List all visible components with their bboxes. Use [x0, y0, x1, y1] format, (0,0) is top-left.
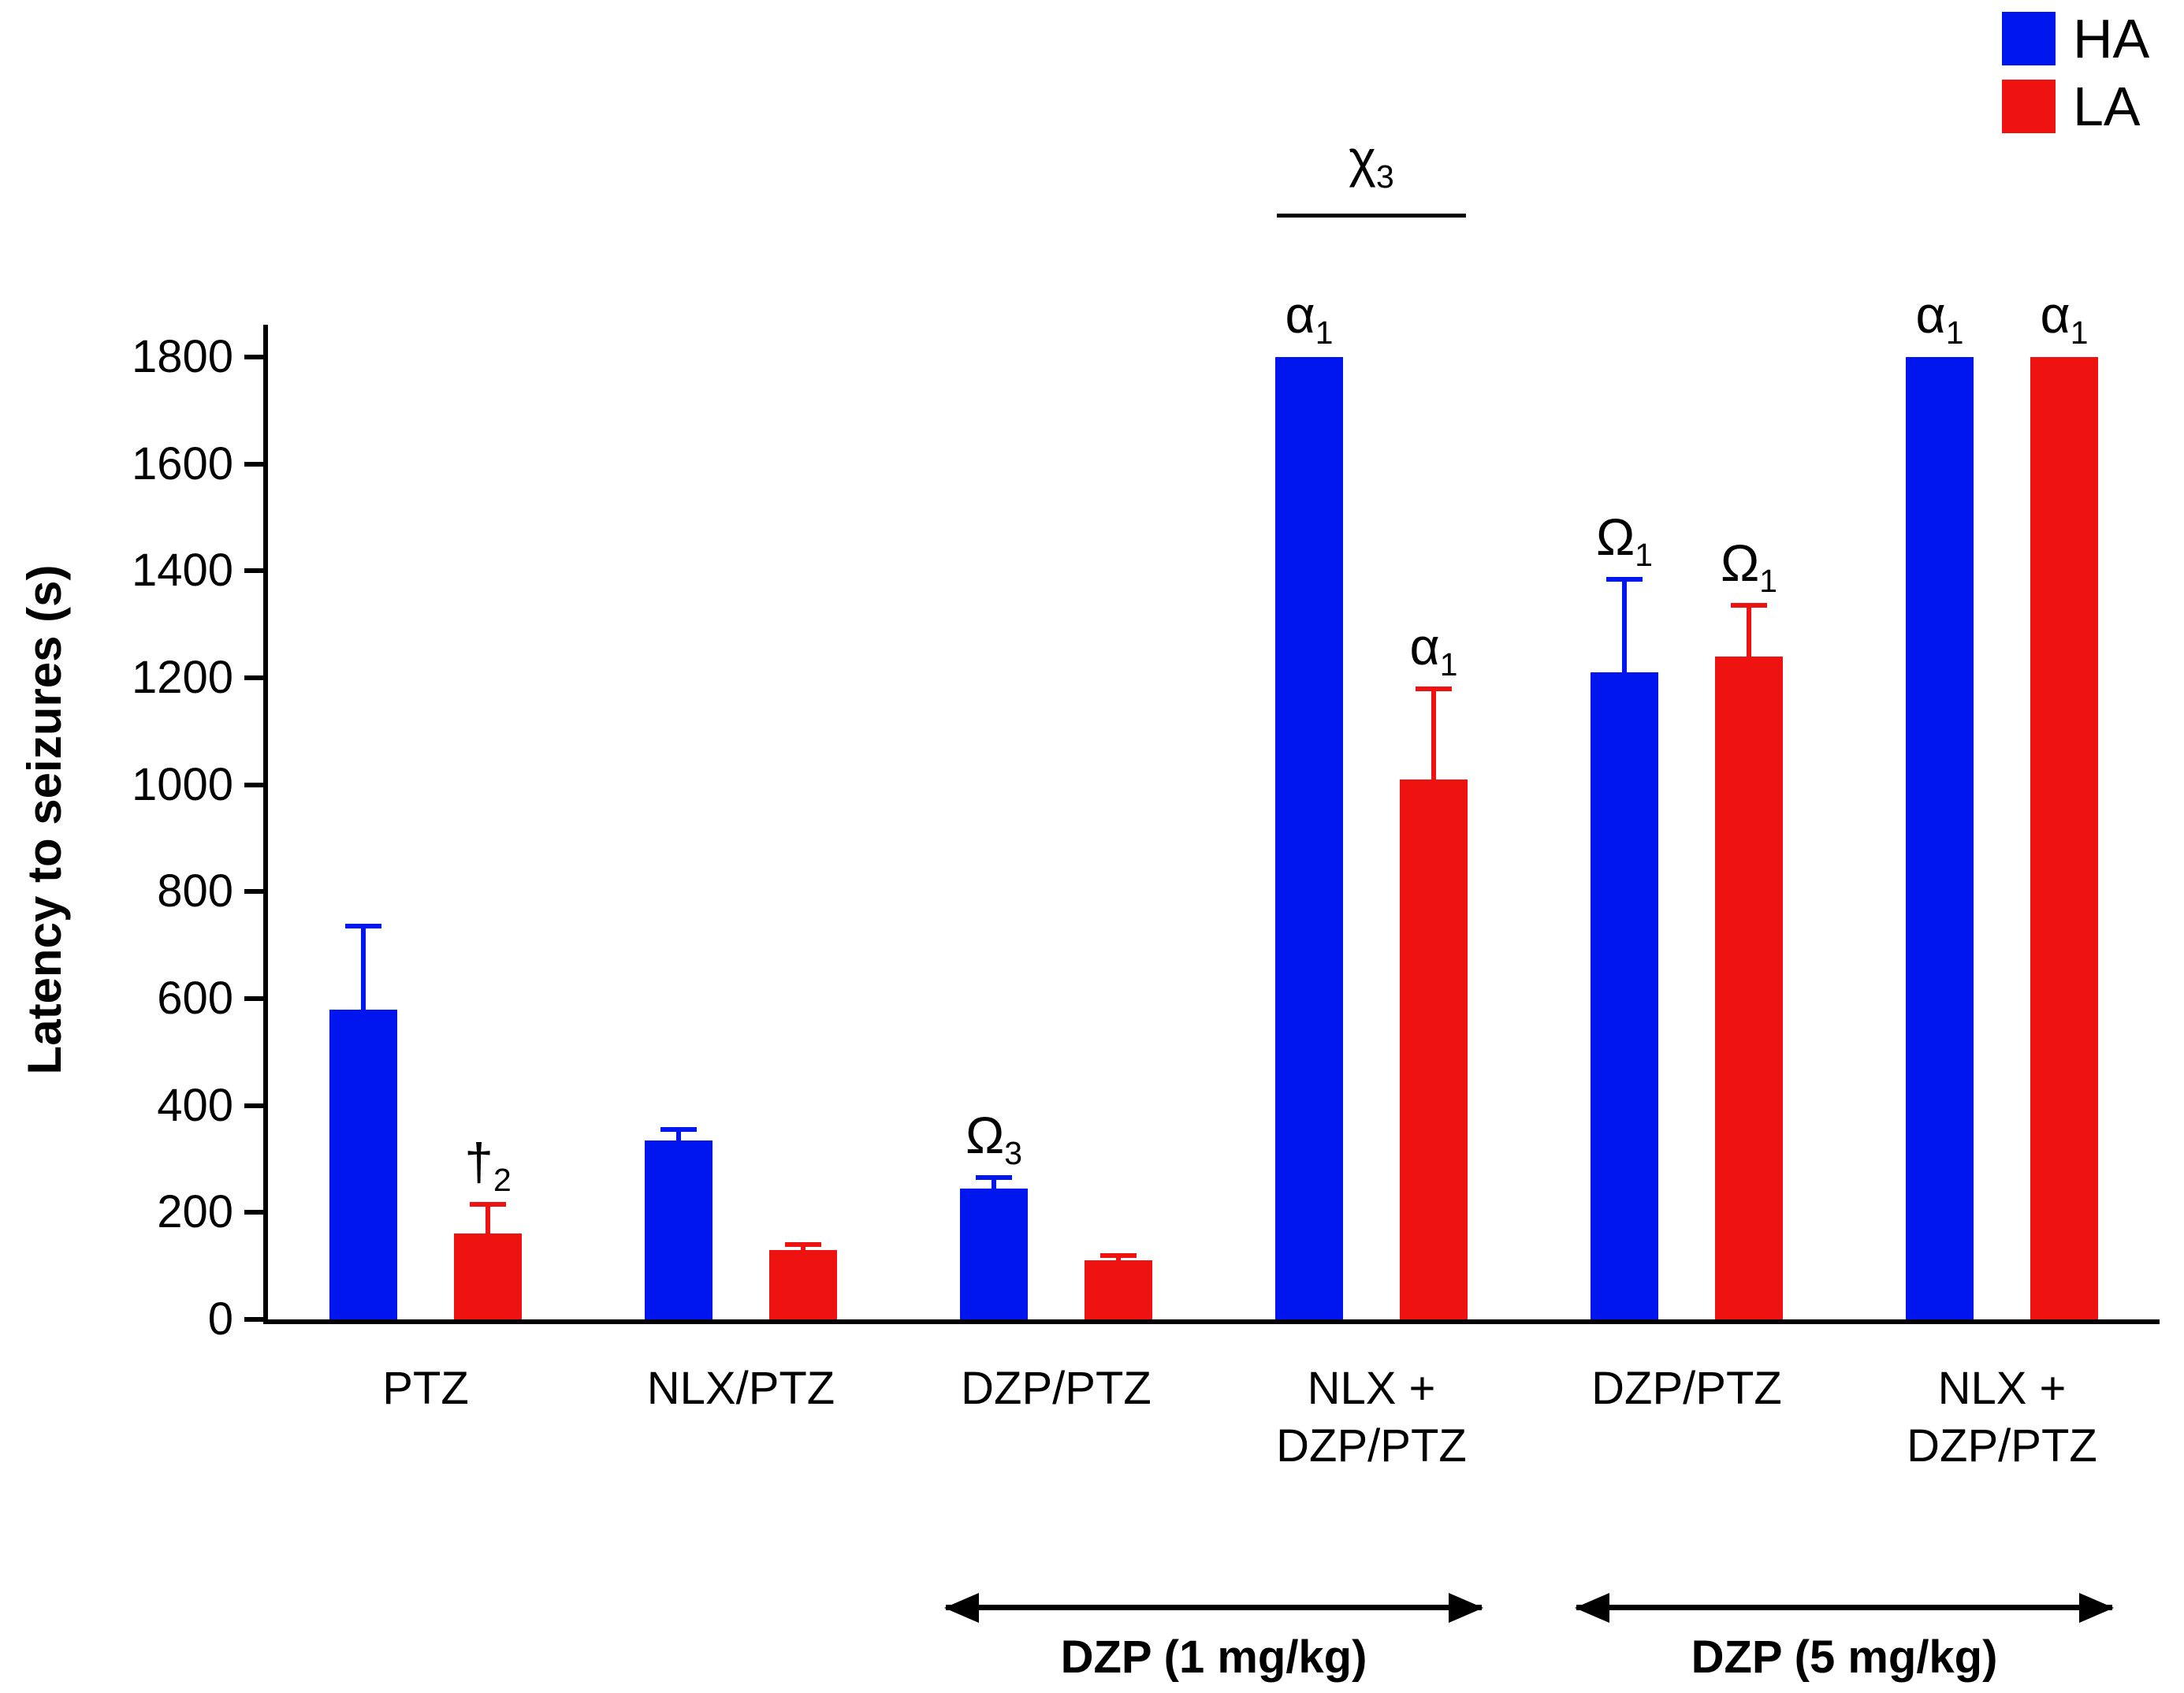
y-tick-label: 1200: [131, 652, 233, 703]
annotation-symbol: α: [1409, 616, 1440, 675]
bar-la-group5: [1715, 656, 1783, 1319]
annotation-symbol: Ω: [1720, 534, 1760, 593]
y-tick-mark: [244, 1317, 263, 1322]
error-bar-la-group3: [1116, 1255, 1121, 1261]
annotation-symbol: α: [1915, 285, 1946, 344]
error-bar-cap-la-group5: [1731, 603, 1767, 608]
dose-arrow-2: [1576, 1605, 2112, 1610]
y-tick-mark: [244, 996, 263, 1001]
y-tick-mark: [244, 1103, 263, 1108]
bar-la-group2: [769, 1249, 837, 1319]
significance-annotation-la-group1: †2: [464, 1133, 511, 1198]
category-label-group1: PTZ: [382, 1363, 469, 1414]
y-tick-label: 1600: [131, 437, 233, 489]
error-bar-la-group2: [801, 1245, 806, 1250]
dose-arrow-label-2: DZP (5 mg/kg): [1691, 1632, 1998, 1683]
legend-item-ha: HA: [2002, 11, 2149, 66]
error-bar-la-group1: [486, 1204, 490, 1234]
significance-annotation-la-group4: α1: [1409, 616, 1458, 683]
y-tick-mark: [244, 675, 263, 680]
annotation-subscript: 3: [1004, 1135, 1023, 1172]
bar-ha-group3: [960, 1188, 1028, 1319]
y-tick-label: 1000: [131, 758, 233, 810]
y-tick-mark: [244, 1210, 263, 1215]
legend-label-la: LA: [2073, 76, 2141, 137]
error-bar-cap-la-group1: [470, 1202, 506, 1207]
bar-ha-group1: [329, 1009, 397, 1319]
category-label-group2: NLX/PTZ: [646, 1363, 835, 1414]
legend: HA LA: [2002, 11, 2149, 147]
y-tick-mark: [244, 782, 263, 787]
annotation-symbol: Ω: [1595, 507, 1635, 566]
category-label-group6: NLX + DZP/PTZ: [1907, 1363, 2097, 1472]
bar-la-group4: [1400, 779, 1468, 1319]
error-bar-cap-ha-group1: [345, 924, 381, 929]
error-bar-cap-la-group3: [1100, 1252, 1137, 1258]
annotation-subscript: 1: [1759, 563, 1778, 600]
y-axis-line: [263, 325, 268, 1324]
error-bar-cap-ha-group3: [976, 1175, 1012, 1181]
error-bar-cap-la-group2: [785, 1242, 821, 1248]
category-label-group4: NLX + DZP/PTZ: [1276, 1363, 1467, 1472]
significance-annotation-la-group5: Ω1: [1721, 534, 1777, 599]
y-tick-mark: [244, 889, 263, 895]
error-bar-ha-group5: [1622, 579, 1627, 673]
y-tick-label: 0: [207, 1293, 233, 1345]
bar-la-group1: [454, 1233, 522, 1319]
error-bar-ha-group3: [992, 1178, 996, 1189]
significance-annotation-ha-group5: Ω1: [1596, 508, 1653, 573]
annotation-symbol: χ: [1349, 129, 1376, 188]
legend-swatch-la: [2002, 80, 2056, 133]
annotation-symbol: Ω: [965, 1106, 1005, 1165]
annotation-subscript: 1: [1439, 646, 1458, 683]
bar-la-group6: [2030, 357, 2098, 1319]
error-bar-ha-group2: [676, 1129, 681, 1140]
annotation-symbol: †: [464, 1133, 493, 1192]
legend-item-la: LA: [2002, 79, 2149, 134]
comparison-annotation: χ3: [1277, 132, 1466, 218]
legend-label-ha: HA: [2073, 8, 2150, 69]
error-bar-cap-la-group4: [1416, 686, 1452, 691]
error-bar-ha-group1: [361, 926, 366, 1010]
annotation-subscript: 1: [1635, 536, 1654, 573]
annotation-subscript: 1: [1945, 314, 1964, 352]
y-tick-label: 800: [157, 865, 233, 917]
significance-annotation-ha-group4: α1: [1285, 286, 1334, 351]
y-tick-label: 600: [157, 973, 233, 1024]
y-tick-label: 1400: [131, 545, 233, 597]
x-axis-line: [263, 1319, 2160, 1324]
error-bar-cap-ha-group5: [1606, 576, 1643, 582]
y-tick-mark: [244, 461, 263, 467]
y-tick-label: 200: [157, 1186, 233, 1238]
category-label-group5: DZP/PTZ: [1591, 1363, 1782, 1414]
annotation-subscript: 1: [1315, 314, 1334, 352]
y-tick-mark: [244, 355, 263, 359]
error-bar-la-group5: [1747, 605, 1751, 657]
y-tick-mark: [244, 568, 263, 574]
dose-arrow-1: [946, 1605, 1482, 1610]
bar-ha-group5: [1591, 672, 1658, 1319]
error-bar-cap-ha-group2: [660, 1127, 697, 1133]
legend-swatch-ha: [2002, 12, 2056, 65]
category-label-group3: DZP/PTZ: [961, 1363, 1152, 1414]
annotation-subscript: 3: [1375, 158, 1394, 195]
annotation-subscript: 1: [2070, 314, 2089, 352]
error-bar-la-group4: [1431, 688, 1436, 780]
annotation-subscript: 2: [493, 1162, 512, 1199]
bar-ha-group2: [645, 1140, 712, 1319]
annotation-symbol: α: [1285, 285, 1315, 344]
annotation-symbol: α: [2040, 285, 2071, 344]
dose-arrow-label-1: DZP (1 mg/kg): [1060, 1632, 1367, 1683]
significance-annotation-ha-group3: Ω3: [965, 1107, 1022, 1171]
y-axis-title: Latency to seizures (s): [18, 564, 71, 1075]
bar-la-group3: [1085, 1260, 1152, 1319]
significance-annotation-la-group6: α1: [2041, 286, 2089, 351]
y-tick-label: 1800: [131, 331, 233, 382]
significance-annotation-ha-group6: α1: [1916, 286, 1964, 351]
bar-ha-group6: [1906, 357, 1974, 1319]
bar-ha-group4: [1275, 357, 1343, 1319]
y-tick-label: 400: [157, 1079, 233, 1131]
